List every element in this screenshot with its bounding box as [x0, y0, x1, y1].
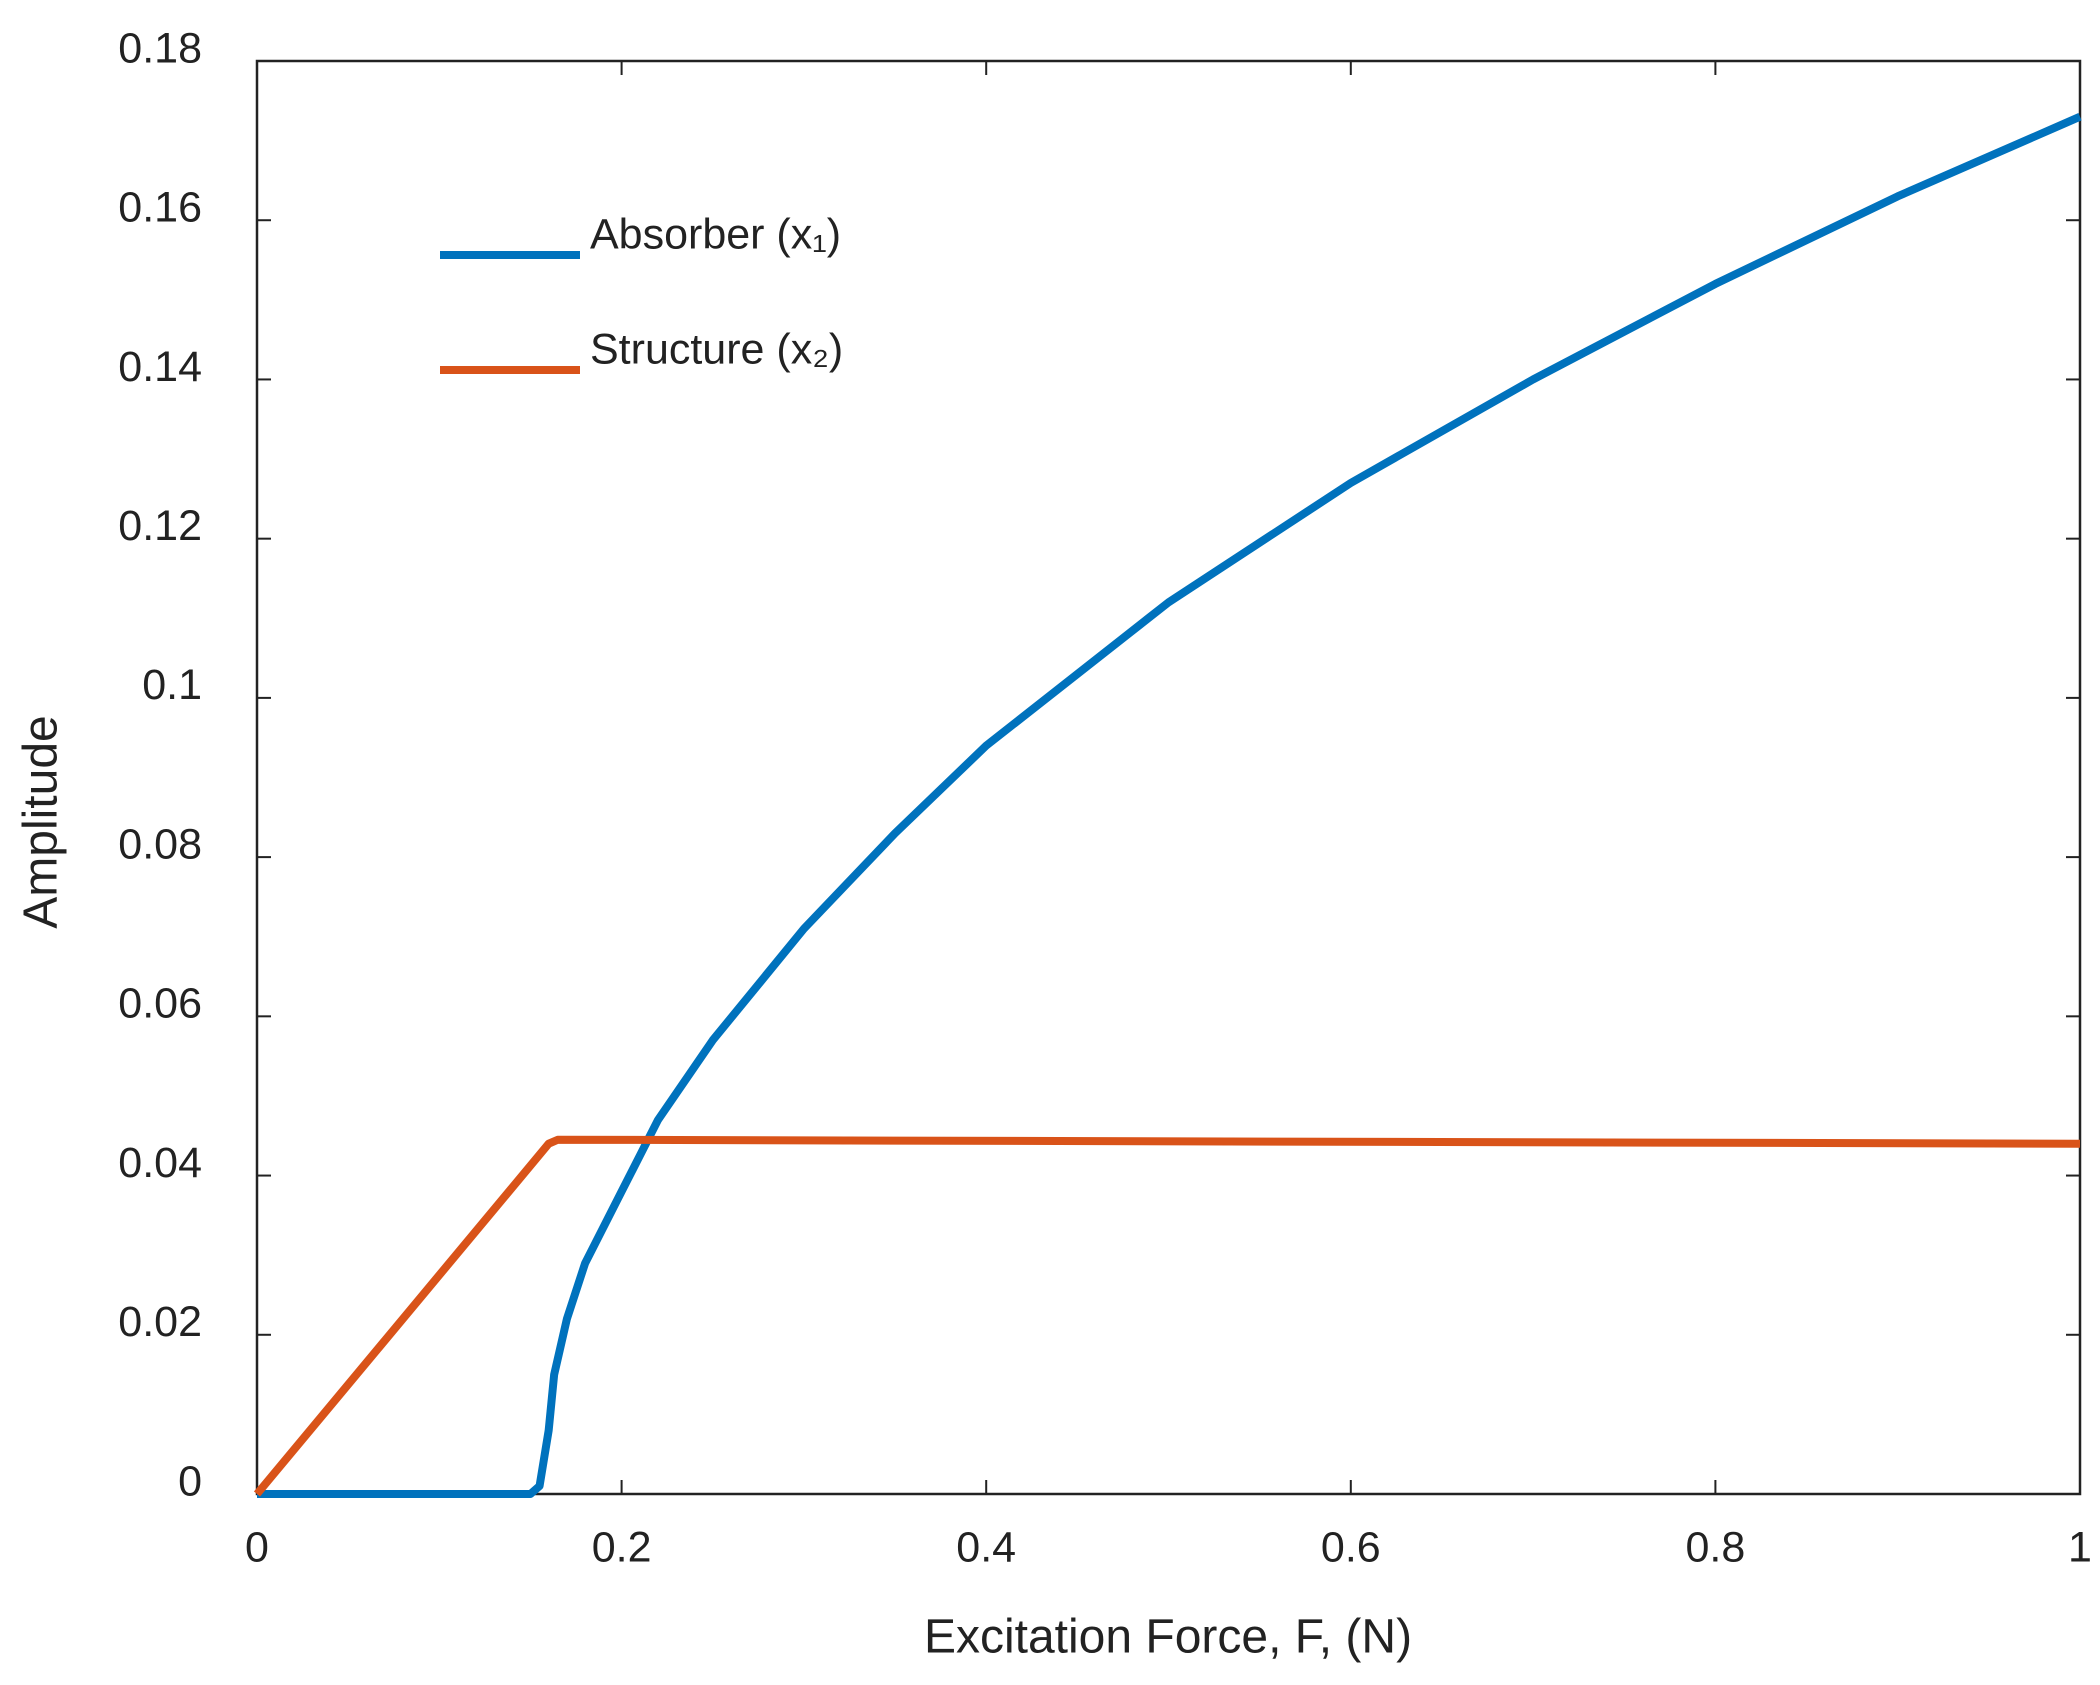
x-tick-label: 0.4 — [956, 1523, 1016, 1571]
y-tick-label: 0.18 — [118, 24, 202, 72]
y-tick-label: 0.12 — [118, 502, 202, 550]
series-line — [253, 1135, 2081, 1497]
plot-frame — [255, 59, 2082, 1496]
legend-label: Structure (x₂) — [590, 325, 843, 373]
x-tick-label: 0.2 — [592, 1523, 652, 1571]
y-tick-label: 0.08 — [118, 820, 202, 868]
y-axis-label: Amplitude — [15, 715, 68, 928]
y-tick-label: 0.06 — [118, 980, 202, 1028]
legend-label: Absorber (x₁) — [590, 210, 841, 258]
y-tick-label: 0.02 — [118, 1298, 202, 1346]
y-tick-label: 0.16 — [118, 184, 202, 232]
y-tick-label: 0.04 — [118, 1139, 202, 1187]
x-tick-label: 1 — [2068, 1523, 2092, 1571]
y-tick-label: 0 — [178, 1457, 202, 1505]
x-tick-label: 0.6 — [1321, 1523, 1381, 1571]
y-tick-label: 0.1 — [142, 661, 202, 709]
series-line — [257, 113, 2082, 1498]
x-tick-label: 0 — [245, 1523, 269, 1571]
x-tick-label: 0.8 — [1686, 1523, 1746, 1571]
y-tick-label: 0.14 — [118, 343, 202, 391]
x-axis-label: Excitation Force, F, (N) — [924, 1611, 1412, 1664]
